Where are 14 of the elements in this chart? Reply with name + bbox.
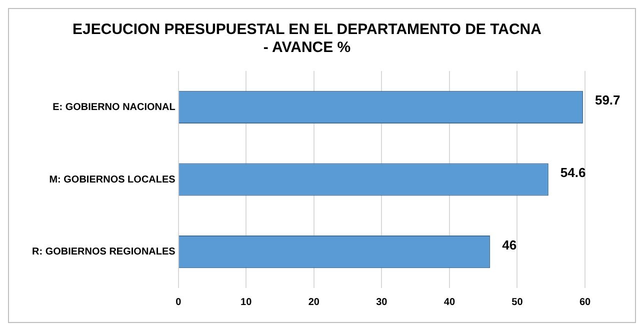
chart-title: EJECUCION PRESUPUESTAL EN EL DEPARTAMENTO DE TACNA - AVANCE % (72, 21, 542, 56)
x-tick-label: 40 (444, 296, 456, 308)
data-label: 59.7 (594, 92, 620, 108)
data-label: 46 (502, 237, 517, 252)
x-tick-label: 0 (176, 296, 182, 308)
y-tick-label: R: GOBIERNOS REGIONALES (32, 246, 176, 258)
x-tick-label: 60 (579, 296, 591, 308)
x-tick-label: 30 (376, 296, 388, 308)
x-tick-label: 50 (512, 296, 524, 308)
data-label: 54.6 (560, 165, 586, 180)
y-tick-label: M: GOBIERNOS LOCALES (49, 174, 176, 186)
x-tick-label: 10 (240, 296, 252, 308)
y-tick-label: E: GOBIERNO NACIONAL (52, 102, 176, 113)
x-tick-label: 20 (308, 296, 320, 308)
